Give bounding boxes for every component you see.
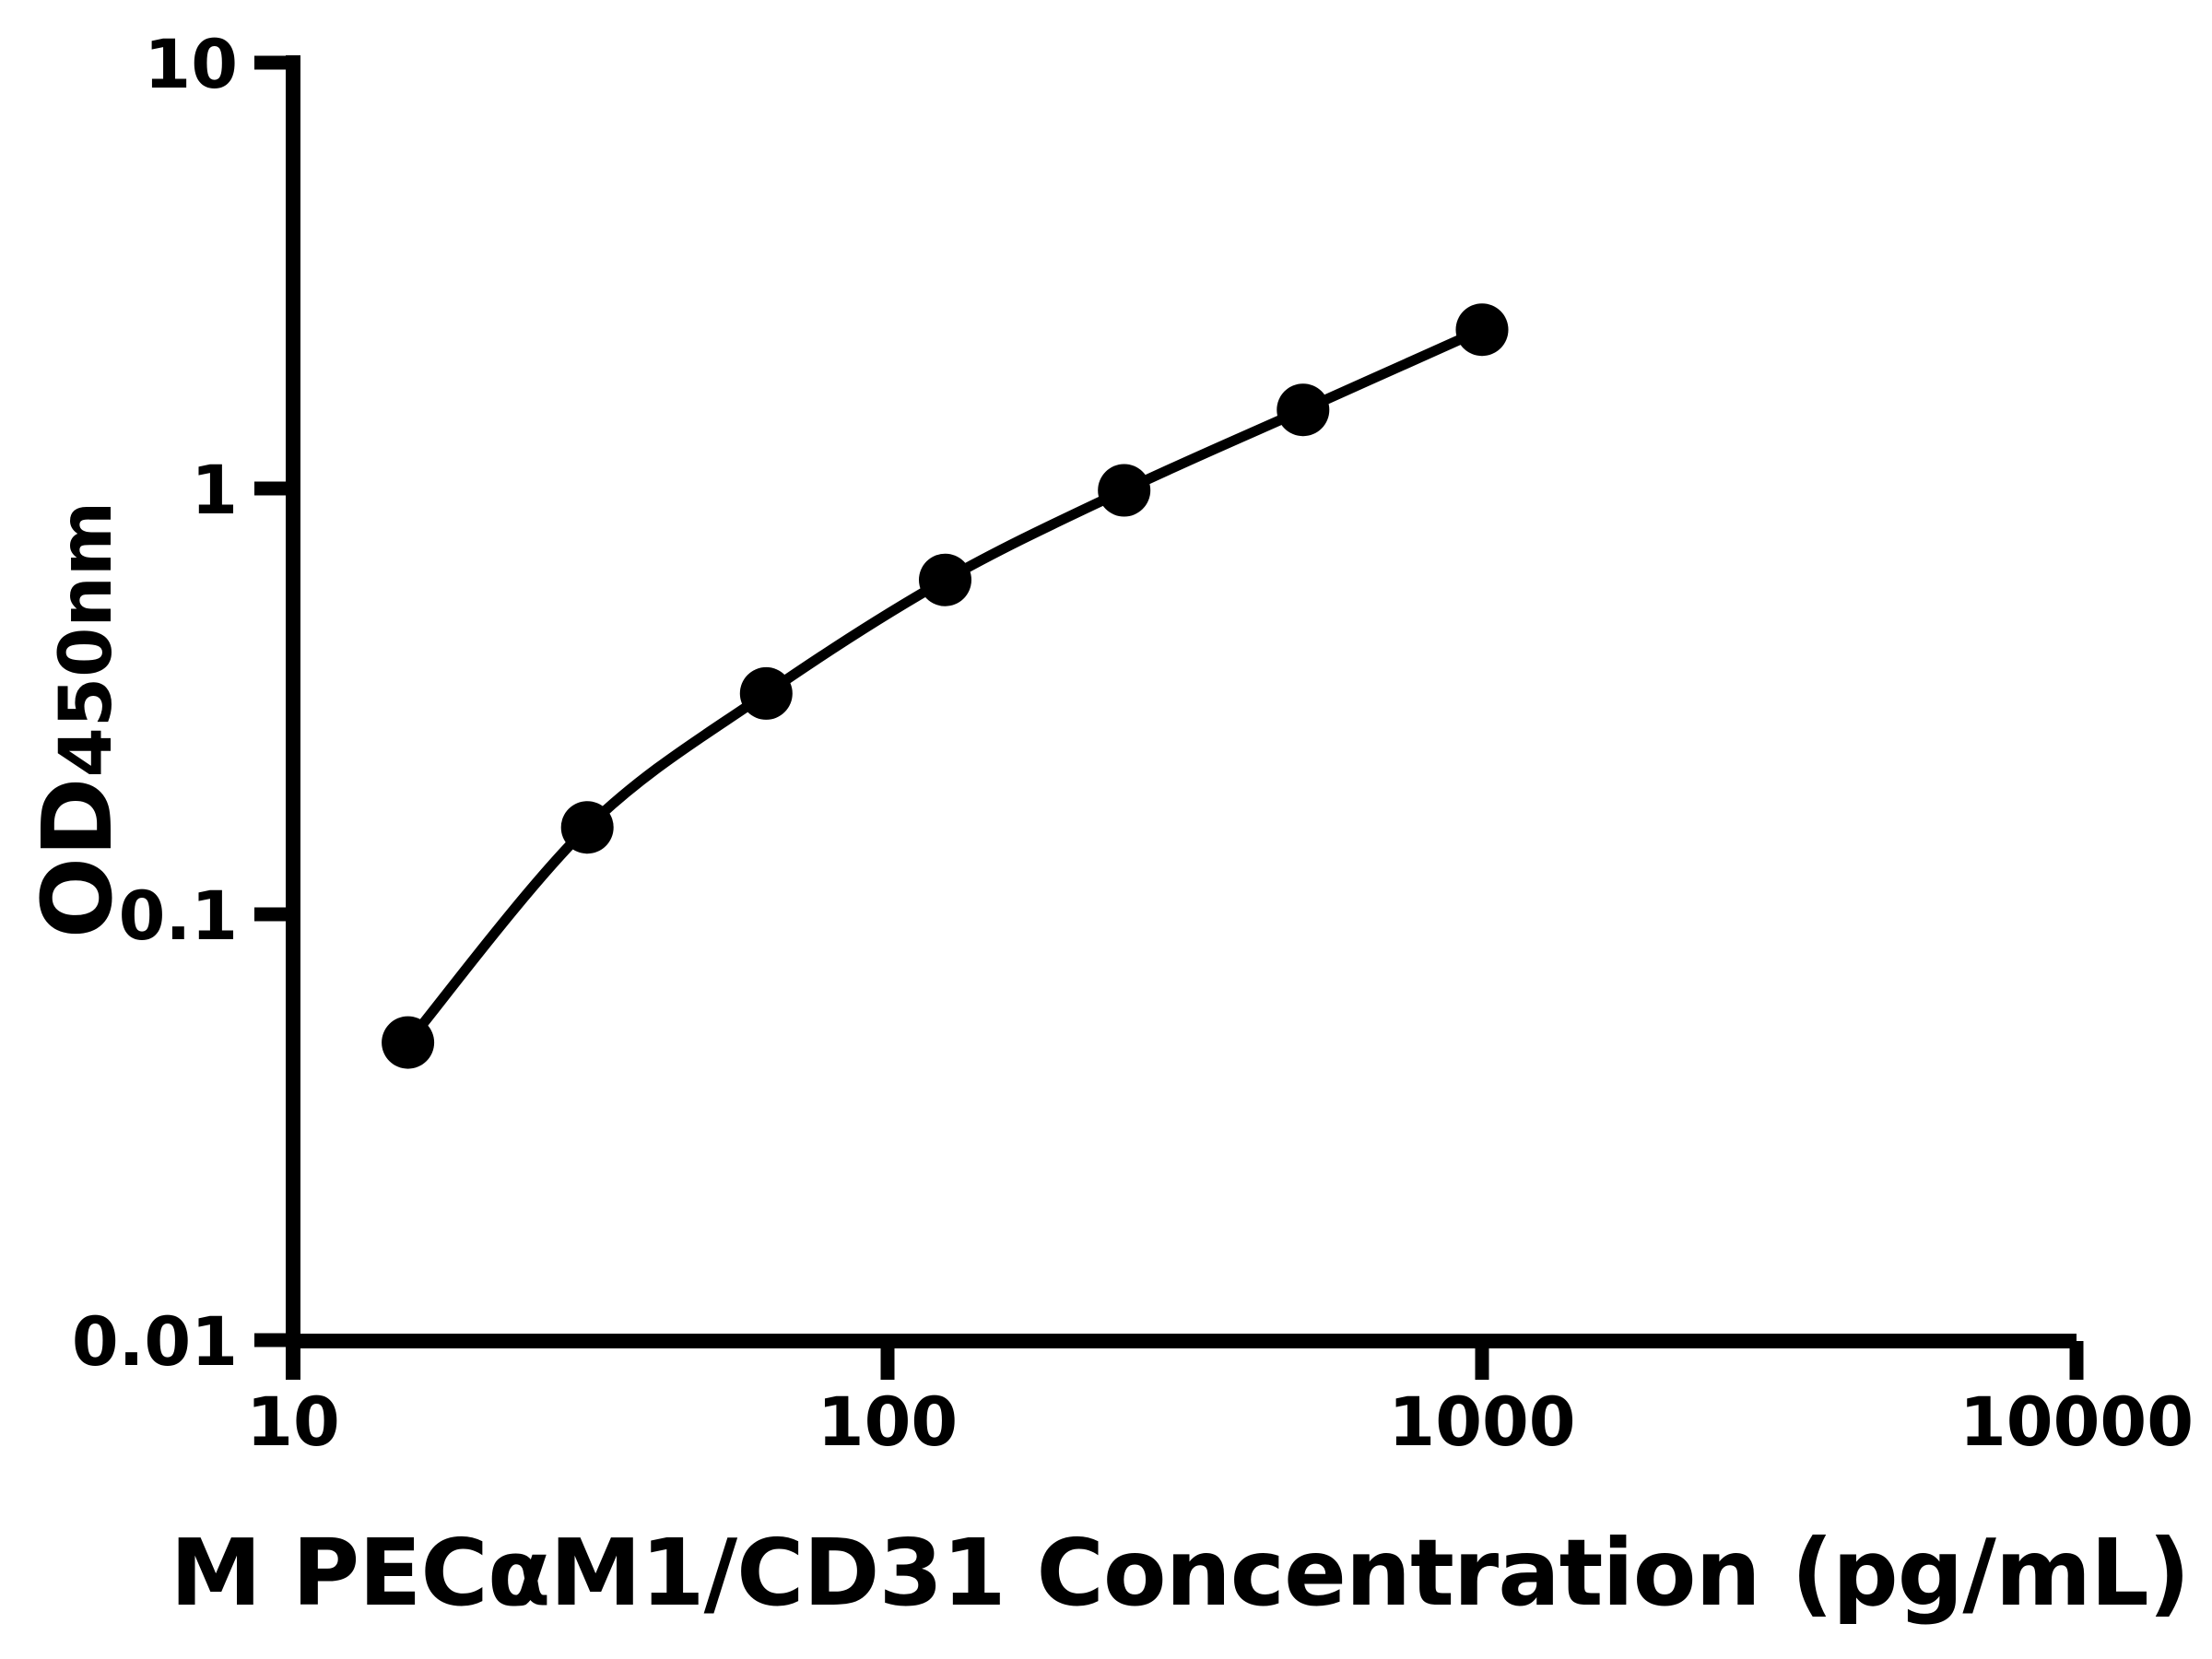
x-tick-label: 1000 [1388,1383,1575,1462]
y-tick-label: 0.01 [72,1303,238,1382]
x-tick-label: 100 [818,1383,958,1462]
data-point [560,801,614,854]
x-tick-label: 10000 [1959,1383,2194,1462]
x-tick-label: 10 [246,1383,340,1462]
data-point [739,666,793,720]
data-point [1098,464,1151,517]
y-tick-label: 1 [191,452,238,530]
data-point [382,1016,435,1069]
fit-curve [403,324,1488,1048]
y-tick-label: 0.1 [119,877,238,956]
data-point [1455,303,1509,357]
y-axis-label-base: OD [21,777,134,939]
data-point [1277,383,1330,437]
y-axis-label-subscript: 450nm [45,500,128,778]
y-tick-label: 10 [144,26,238,104]
data-point [919,553,971,606]
x-axis-title: M PECαM1/CD31 Concentration (pg/mL) [170,1519,2191,1627]
y-axis-label: OD450nm [21,500,134,938]
